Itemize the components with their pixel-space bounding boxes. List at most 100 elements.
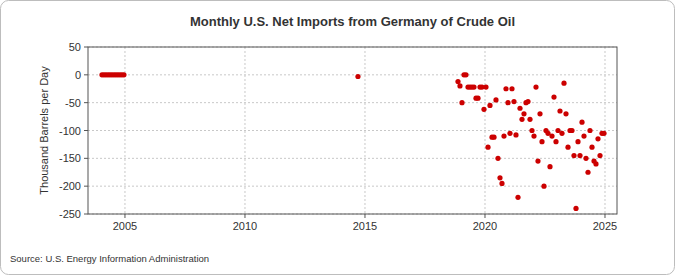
point [559, 131, 564, 136]
point [481, 107, 486, 112]
point [581, 133, 586, 138]
plot-area [88, 47, 617, 214]
point [491, 135, 496, 140]
title: Monthly U.S. Net Imports from Germany of… [190, 14, 515, 29]
x-tick-label: 2010 [233, 220, 257, 232]
point [569, 128, 574, 133]
point [485, 145, 490, 150]
point [509, 86, 514, 91]
markers [99, 72, 606, 211]
point [531, 133, 536, 138]
point [539, 139, 544, 144]
point [521, 111, 526, 116]
x-grid [604, 47, 605, 214]
background [1, 1, 675, 275]
point [557, 108, 562, 113]
y-tick-label: -250 [59, 208, 81, 220]
point [595, 136, 600, 141]
point [507, 131, 512, 136]
point [493, 97, 498, 102]
point [541, 184, 546, 189]
point [573, 206, 578, 211]
x-tick-label: 2015 [353, 220, 377, 232]
point [565, 145, 570, 150]
point [505, 100, 510, 105]
point [459, 100, 464, 105]
point [355, 74, 360, 79]
y-grid [88, 186, 617, 187]
point [551, 95, 556, 100]
y-tick-label: 50 [69, 41, 81, 53]
y-tick-label: 0 [75, 69, 81, 81]
y-tick-label: -100 [59, 125, 81, 137]
point [553, 139, 558, 144]
x-grid [364, 47, 365, 214]
source: Source: U.S. Energy Information Administ… [10, 253, 209, 264]
y-grid [88, 74, 617, 75]
x-tick [244, 214, 245, 218]
point [561, 81, 566, 86]
point [529, 128, 534, 133]
point [589, 145, 594, 150]
point [563, 111, 568, 116]
point [537, 111, 542, 116]
point [587, 128, 592, 133]
y-tick [84, 74, 88, 75]
x-tick [484, 214, 485, 218]
plot-frame [88, 47, 617, 214]
x-grid [484, 47, 485, 214]
point [549, 133, 554, 138]
point [601, 131, 606, 136]
point [535, 159, 540, 164]
y-tick-label: -50 [65, 97, 81, 109]
point [593, 161, 598, 166]
point [511, 99, 516, 104]
point [533, 84, 538, 89]
point [455, 79, 460, 84]
point [499, 181, 504, 186]
point [575, 139, 580, 144]
y-tick [84, 214, 88, 215]
point [463, 72, 468, 77]
point [495, 156, 500, 161]
x-tick-label: 2005 [113, 220, 137, 232]
point [497, 175, 502, 180]
x-grid [244, 47, 245, 214]
point [513, 132, 518, 137]
point [503, 86, 508, 91]
x-tick [364, 214, 365, 218]
point [121, 72, 126, 77]
y-tick [84, 186, 88, 187]
y-label: Thousand Barrels per Day [38, 66, 50, 195]
y-tick [84, 130, 88, 131]
y-grid [88, 130, 617, 131]
chart: Monthly U.S. Net Imports from Germany of… [0, 0, 675, 275]
x-tick-label: 2025 [593, 220, 617, 232]
point [501, 133, 506, 138]
x-tick [604, 214, 605, 218]
point [597, 153, 602, 158]
x-tick [124, 214, 125, 218]
point [525, 99, 530, 104]
y-tick [84, 158, 88, 159]
y-tick-label: -200 [59, 180, 81, 192]
point [547, 164, 552, 169]
point [585, 170, 590, 175]
point [517, 106, 522, 111]
y-grid [88, 102, 617, 103]
point [571, 153, 576, 158]
point [583, 156, 588, 161]
point [457, 83, 462, 88]
point [579, 120, 584, 125]
point [483, 84, 488, 89]
point [487, 103, 492, 108]
point [515, 195, 520, 200]
x-tick-label: 2020 [473, 220, 497, 232]
y-tick-label: -150 [59, 152, 81, 164]
point [475, 96, 480, 101]
point [577, 153, 582, 158]
y-tick [84, 102, 88, 103]
y-tick [84, 47, 88, 48]
point [519, 117, 524, 122]
x-grid [124, 47, 125, 214]
